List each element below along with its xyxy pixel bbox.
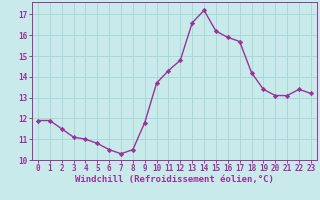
X-axis label: Windchill (Refroidissement éolien,°C): Windchill (Refroidissement éolien,°C): [75, 175, 274, 184]
